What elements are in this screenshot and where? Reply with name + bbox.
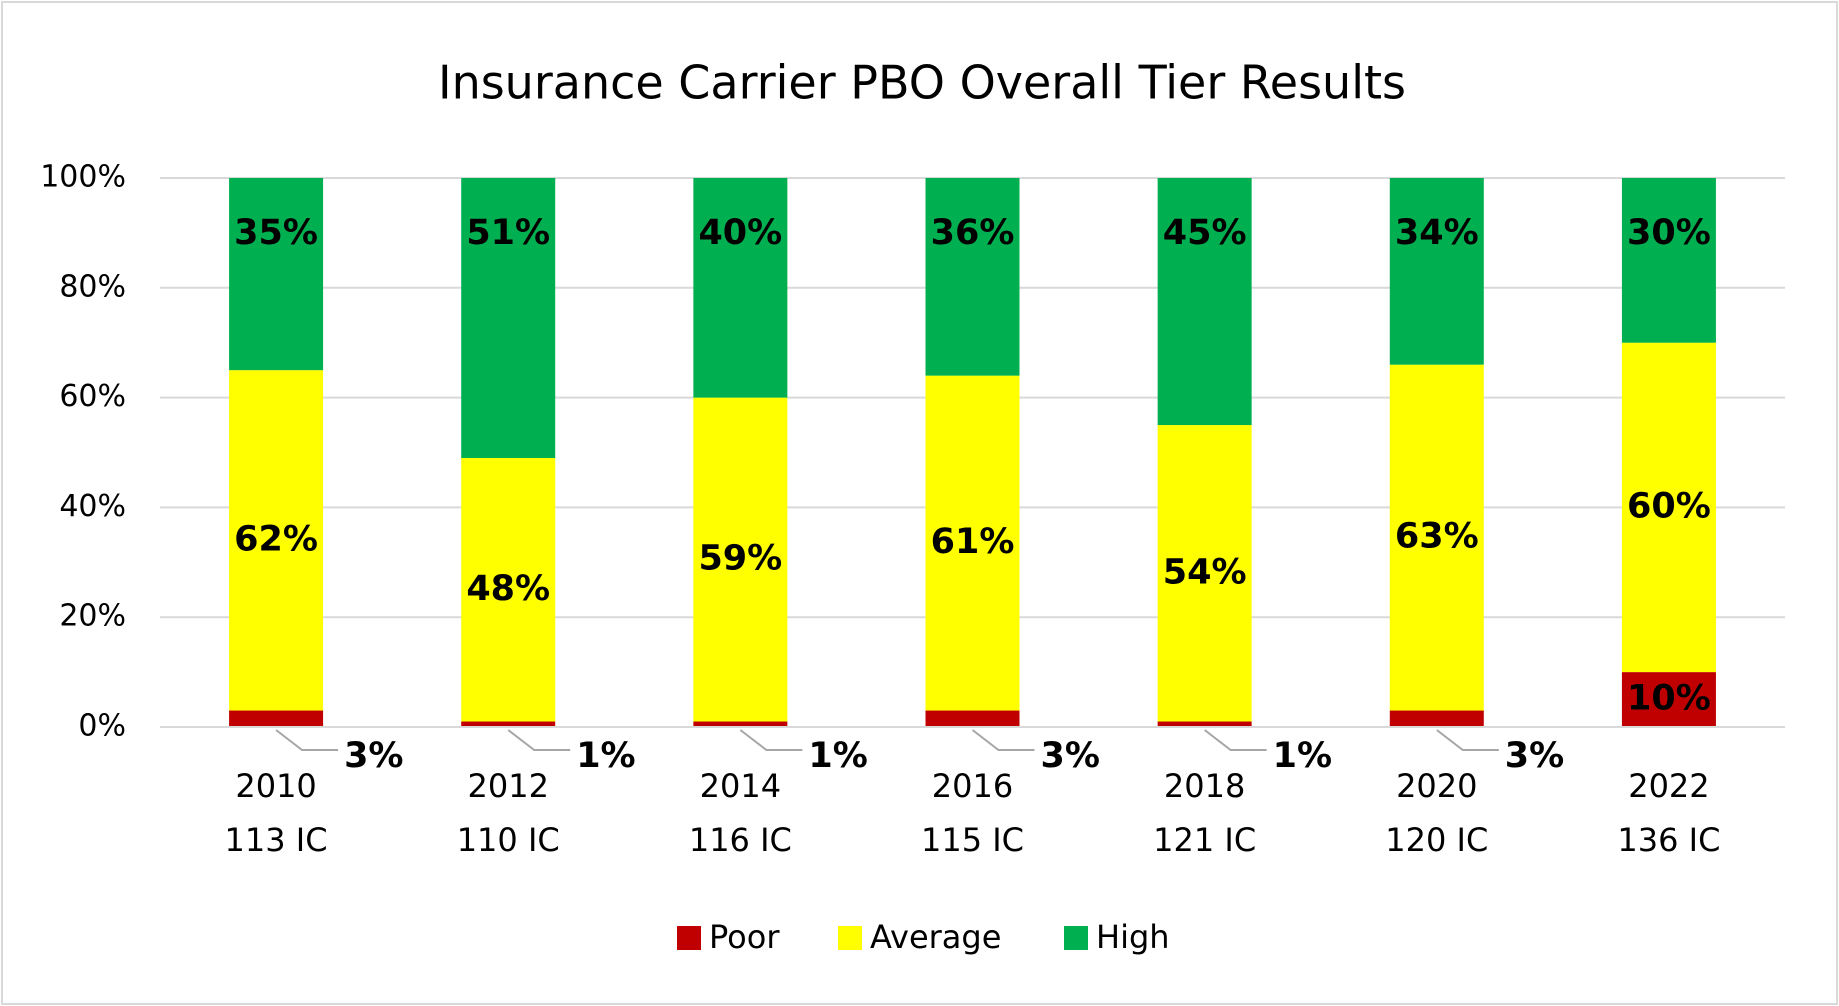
bar-segment [693,721,788,727]
y-tick-label: 20% [59,599,126,634]
bar-segment [1157,425,1252,722]
data-label: 61% [931,522,1015,562]
data-label: 54% [1163,552,1247,592]
x-tick-label: 121 IC [1153,821,1256,859]
bar-segment [1157,178,1252,426]
leader-line [1436,729,1499,751]
data-label: 3% [344,736,403,776]
x-tick-label: 2018 [1164,767,1245,805]
legend-swatch [677,926,701,950]
data-label: 10% [1627,679,1711,719]
bar-segment [229,370,324,711]
legend-label: Poor [709,918,780,956]
data-label: 40% [698,213,782,253]
data-label: 34% [1395,213,1479,253]
data-label: 30% [1627,213,1711,253]
legend-label: Average [870,918,1001,956]
leader-line [275,729,339,751]
bar-segment [229,178,324,371]
bar-segment [1621,178,1716,343]
leader-line [507,729,571,751]
x-tick-label: 2012 [467,767,548,805]
data-label: 51% [466,213,550,253]
data-label: 59% [698,539,782,579]
bar-segment [693,178,788,398]
data-label: 48% [466,569,550,609]
x-tick-label: 110 IC [457,821,560,859]
y-tick-label: 0% [78,709,126,744]
chart-title: Insurance Carrier PBO Overall Tier Resul… [438,56,1406,110]
data-label: 1% [808,736,867,776]
bar-segment [461,721,556,727]
bar-segment [461,178,556,458]
data-label: 3% [1505,736,1564,776]
x-tick-label: 2014 [700,767,781,805]
legend-swatch [1064,926,1088,950]
y-tick-label: 40% [59,489,126,524]
leader-line [1204,729,1267,751]
bar-segment [1621,672,1716,727]
data-label: 62% [234,519,318,559]
legend-label: High [1096,918,1170,956]
data-label: 3% [1041,736,1100,776]
legend-swatch [838,926,862,950]
bar-segment [693,397,788,722]
data-label: 1% [576,736,635,776]
bar-segment [1389,710,1484,727]
bar-segment [229,710,324,727]
data-label: 60% [1627,486,1711,526]
data-label: 1% [1273,736,1332,776]
leader-line [971,729,1035,751]
x-tick-label: 2022 [1628,767,1709,805]
y-tick-label: 80% [59,269,126,304]
y-tick-label: 60% [59,379,126,414]
x-tick-label: 2010 [235,767,316,805]
x-tick-label: 2020 [1396,767,1477,805]
data-label: 63% [1395,517,1479,557]
x-tick-label: 136 IC [1617,821,1720,859]
leader-line [739,729,803,751]
bar-segment [925,710,1020,727]
bar-segment [461,457,556,722]
bar-segment [1157,721,1252,727]
data-label: 45% [1163,213,1247,253]
x-tick-label: 120 IC [1385,821,1488,859]
x-tick-label: 115 IC [921,821,1024,859]
bar-segment [925,178,1020,376]
x-tick-label: 113 IC [225,821,328,859]
x-tick-label: 116 IC [689,821,792,859]
y-tick-label: 100% [40,160,126,195]
x-tick-label: 2016 [932,767,1013,805]
bar-segment [1621,342,1716,673]
bar-segment [925,375,1020,711]
data-label: 35% [234,213,318,253]
data-label: 36% [931,213,1015,253]
bar-segment [1389,178,1484,365]
bar-segment [1389,364,1484,711]
